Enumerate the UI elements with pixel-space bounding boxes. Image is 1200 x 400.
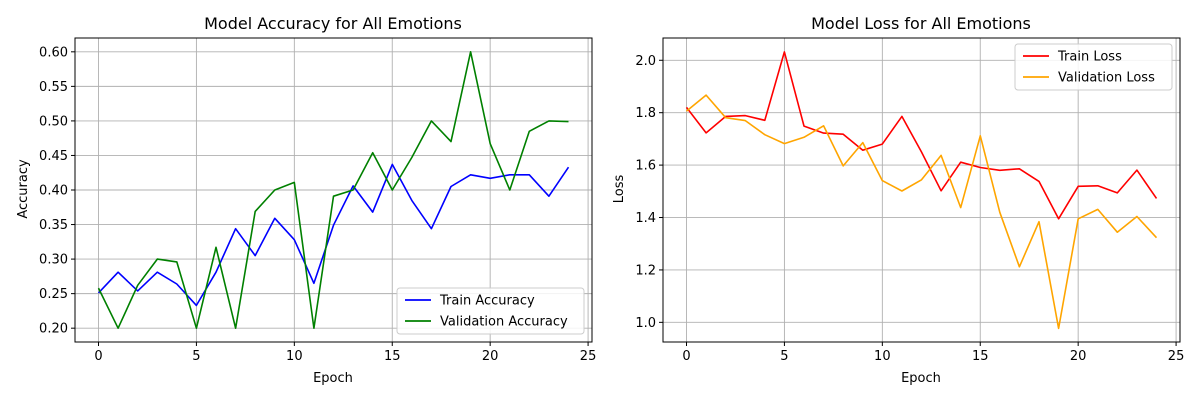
legend: Train Loss Validation Loss bbox=[1014, 43, 1173, 91]
x-tick-label: 25 bbox=[580, 349, 597, 364]
legend-box bbox=[396, 287, 585, 335]
x-axis-label: Epoch bbox=[313, 371, 353, 386]
y-tick-label: 0.20 bbox=[39, 322, 68, 337]
x-tick-label: 15 bbox=[972, 349, 989, 364]
y-tick-label: 1.8 bbox=[635, 106, 656, 121]
y-axis-label: Accuracy bbox=[16, 159, 31, 219]
y-tick-label: 2.0 bbox=[635, 54, 656, 69]
y-tick-label: 1.2 bbox=[635, 263, 656, 278]
y-tick-label: 0.30 bbox=[39, 253, 68, 268]
y-tick-label: 0.60 bbox=[39, 45, 68, 60]
series-line bbox=[685, 94, 1158, 330]
accuracy-chart: Model Accuracy for All Emotions Epoch Ac… bbox=[16, 14, 596, 386]
x-tick-label: 10 bbox=[874, 349, 891, 364]
x-tick-label: 20 bbox=[482, 349, 499, 364]
y-tick-label: 1.4 bbox=[635, 211, 656, 226]
legend-box bbox=[1014, 43, 1173, 91]
x-tick-label: 5 bbox=[192, 349, 200, 364]
legend-label: Train Loss bbox=[1057, 50, 1122, 65]
y-tick-label: 0.55 bbox=[39, 80, 68, 95]
legend-label: Validation Loss bbox=[1058, 71, 1155, 86]
chart-title: Model Accuracy for All Emotions bbox=[204, 14, 462, 33]
x-tick-label: 0 bbox=[94, 349, 102, 364]
x-axis-label: Epoch bbox=[901, 371, 941, 386]
y-axis-label: Loss bbox=[612, 175, 627, 204]
x-tick-label: 5 bbox=[780, 349, 788, 364]
legend-label: Validation Accuracy bbox=[440, 315, 568, 330]
legend-label: Train Accuracy bbox=[439, 294, 535, 309]
loss-chart: Model Loss for All Emotions Epoch Loss 0… bbox=[612, 14, 1184, 386]
x-tick-label: 25 bbox=[1168, 349, 1185, 364]
y-tick-label: 0.40 bbox=[39, 184, 68, 199]
series-line bbox=[685, 51, 1158, 220]
x-tick-label: 10 bbox=[286, 349, 303, 364]
y-tick-label: 0.50 bbox=[39, 114, 68, 129]
series-line bbox=[97, 50, 569, 330]
x-tick-label: 0 bbox=[682, 349, 690, 364]
series-line bbox=[97, 163, 570, 307]
y-tick-label: 0.35 bbox=[39, 218, 68, 233]
y-tick-label: 1.6 bbox=[635, 159, 656, 174]
x-tick-label: 20 bbox=[1070, 349, 1087, 364]
y-tick-label: 0.45 bbox=[39, 149, 68, 164]
plot-frame bbox=[662, 37, 1181, 343]
y-tick-label: 1.0 bbox=[635, 316, 656, 331]
legend: Train Accuracy Validation Accuracy bbox=[396, 287, 585, 335]
y-tick-label: 0.25 bbox=[39, 287, 68, 302]
x-tick-label: 15 bbox=[384, 349, 401, 364]
chart-title: Model Loss for All Emotions bbox=[811, 14, 1031, 33]
